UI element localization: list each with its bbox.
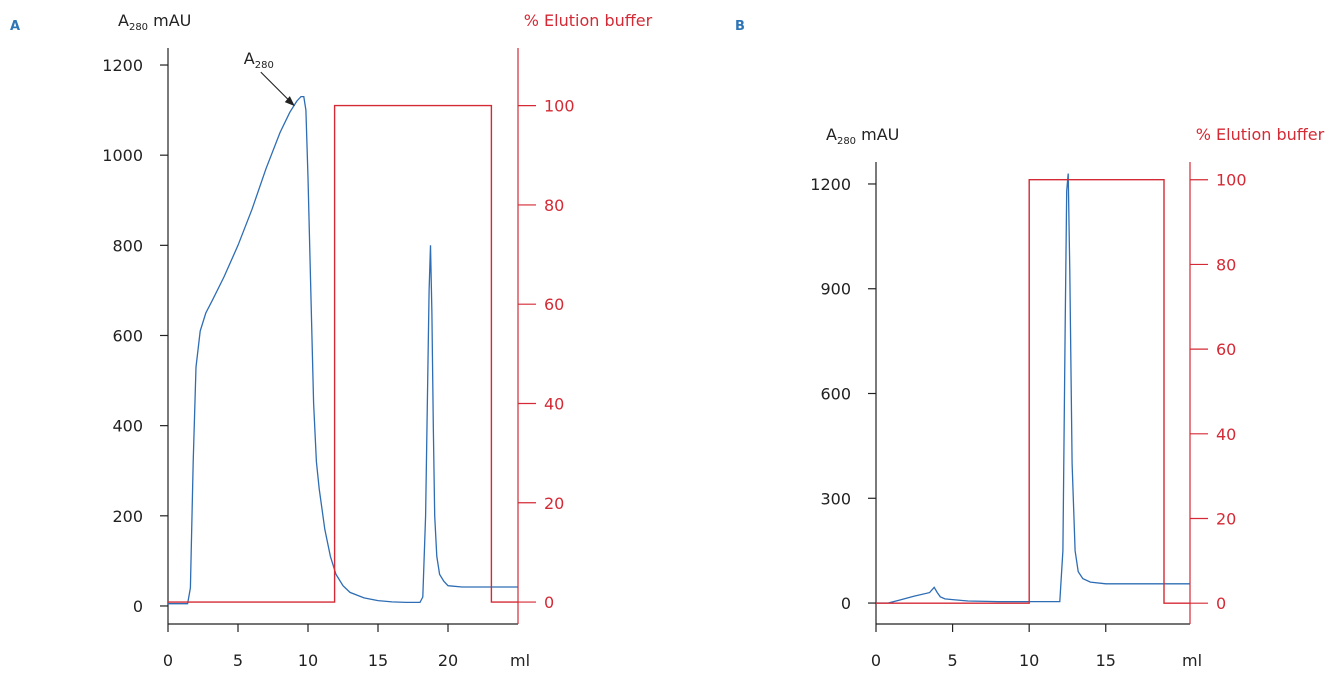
y-tick-label: 400 [112,417,143,436]
y-label-main: A [118,11,129,30]
y2-tick-label: 60 [1216,340,1236,359]
x-tick-label: 15 [1096,651,1116,670]
y-tick-label: 0 [133,597,143,616]
y2-tick-label: 80 [544,196,564,215]
y-tick-label: 600 [112,326,143,345]
y-label-main: A [826,125,837,144]
x-axis-label: ml [510,651,530,670]
annotation-sub: 280 [255,60,274,71]
elution-buffer-line [876,179,1190,604]
y-tick-label: 200 [112,507,143,526]
y2-tick-label: 0 [544,593,554,612]
y-axis-label: A280 mAU [118,11,191,33]
y-label-sub: 280 [837,136,856,147]
a280-absorbance-line [876,173,1190,604]
y2-tick-label: 100 [544,97,575,116]
y-label-sub: 280 [129,22,148,33]
y2-axis-label: % Elution buffer [1196,125,1325,144]
y-tick-label: 0 [841,594,851,613]
y-tick-label: 900 [820,280,851,299]
chart-panel-a: A 0 5 10 15 20 ml 0 200 400 600 800 1000 1200 0 20 40 60 8… [10,11,653,670]
y-tick-label: 300 [820,489,851,508]
y2-tick-label: 60 [544,295,564,314]
y2-tick-label: 40 [544,394,564,413]
annotation-arrow-line [260,71,294,105]
panel-label: A [10,19,20,34]
x-tick-label: 10 [298,651,318,670]
y2-tick-label: 40 [1216,425,1236,444]
x-tick-label: 10 [1019,651,1039,670]
x-tick-label: 20 [438,651,458,670]
y2-axis-label: % Elution buffer [524,11,653,30]
x-tick-label: 0 [871,651,881,670]
x-tick-label: 5 [233,651,243,670]
y2-tick-label: 80 [1216,255,1236,274]
annotation-main: A [244,49,255,68]
y-label-unit: mAU [856,125,899,144]
elution-buffer-line [168,104,518,603]
x-axis-label: ml [1182,651,1202,670]
x-tick-label: 0 [163,651,173,670]
a280-annotation-label: A280 [244,49,274,71]
a280-absorbance-line [168,95,518,605]
x-tick-label: 5 [947,651,957,670]
y-tick-label: 1200 [102,56,143,75]
y2-tick-label: 20 [1216,509,1236,528]
y-tick-label: 800 [112,236,143,255]
x-tick-label: 15 [368,651,388,670]
chart-panel-b: B 0 5 10 15 ml 0 300 600 900 1200 0 20 40 60 80 100 A280 … [735,19,1325,670]
y-axis-label: A280 mAU [826,125,899,147]
y-tick-label: 1200 [810,175,851,194]
y-tick-label: 1000 [102,146,143,165]
annotation-arrowhead [284,96,295,107]
panel-label: B [735,19,745,34]
y-label-unit: mAU [148,11,191,30]
y2-tick-label: 100 [1216,171,1247,190]
y2-tick-label: 20 [544,494,564,513]
y2-tick-label: 0 [1216,594,1226,613]
y-tick-label: 600 [820,385,851,404]
